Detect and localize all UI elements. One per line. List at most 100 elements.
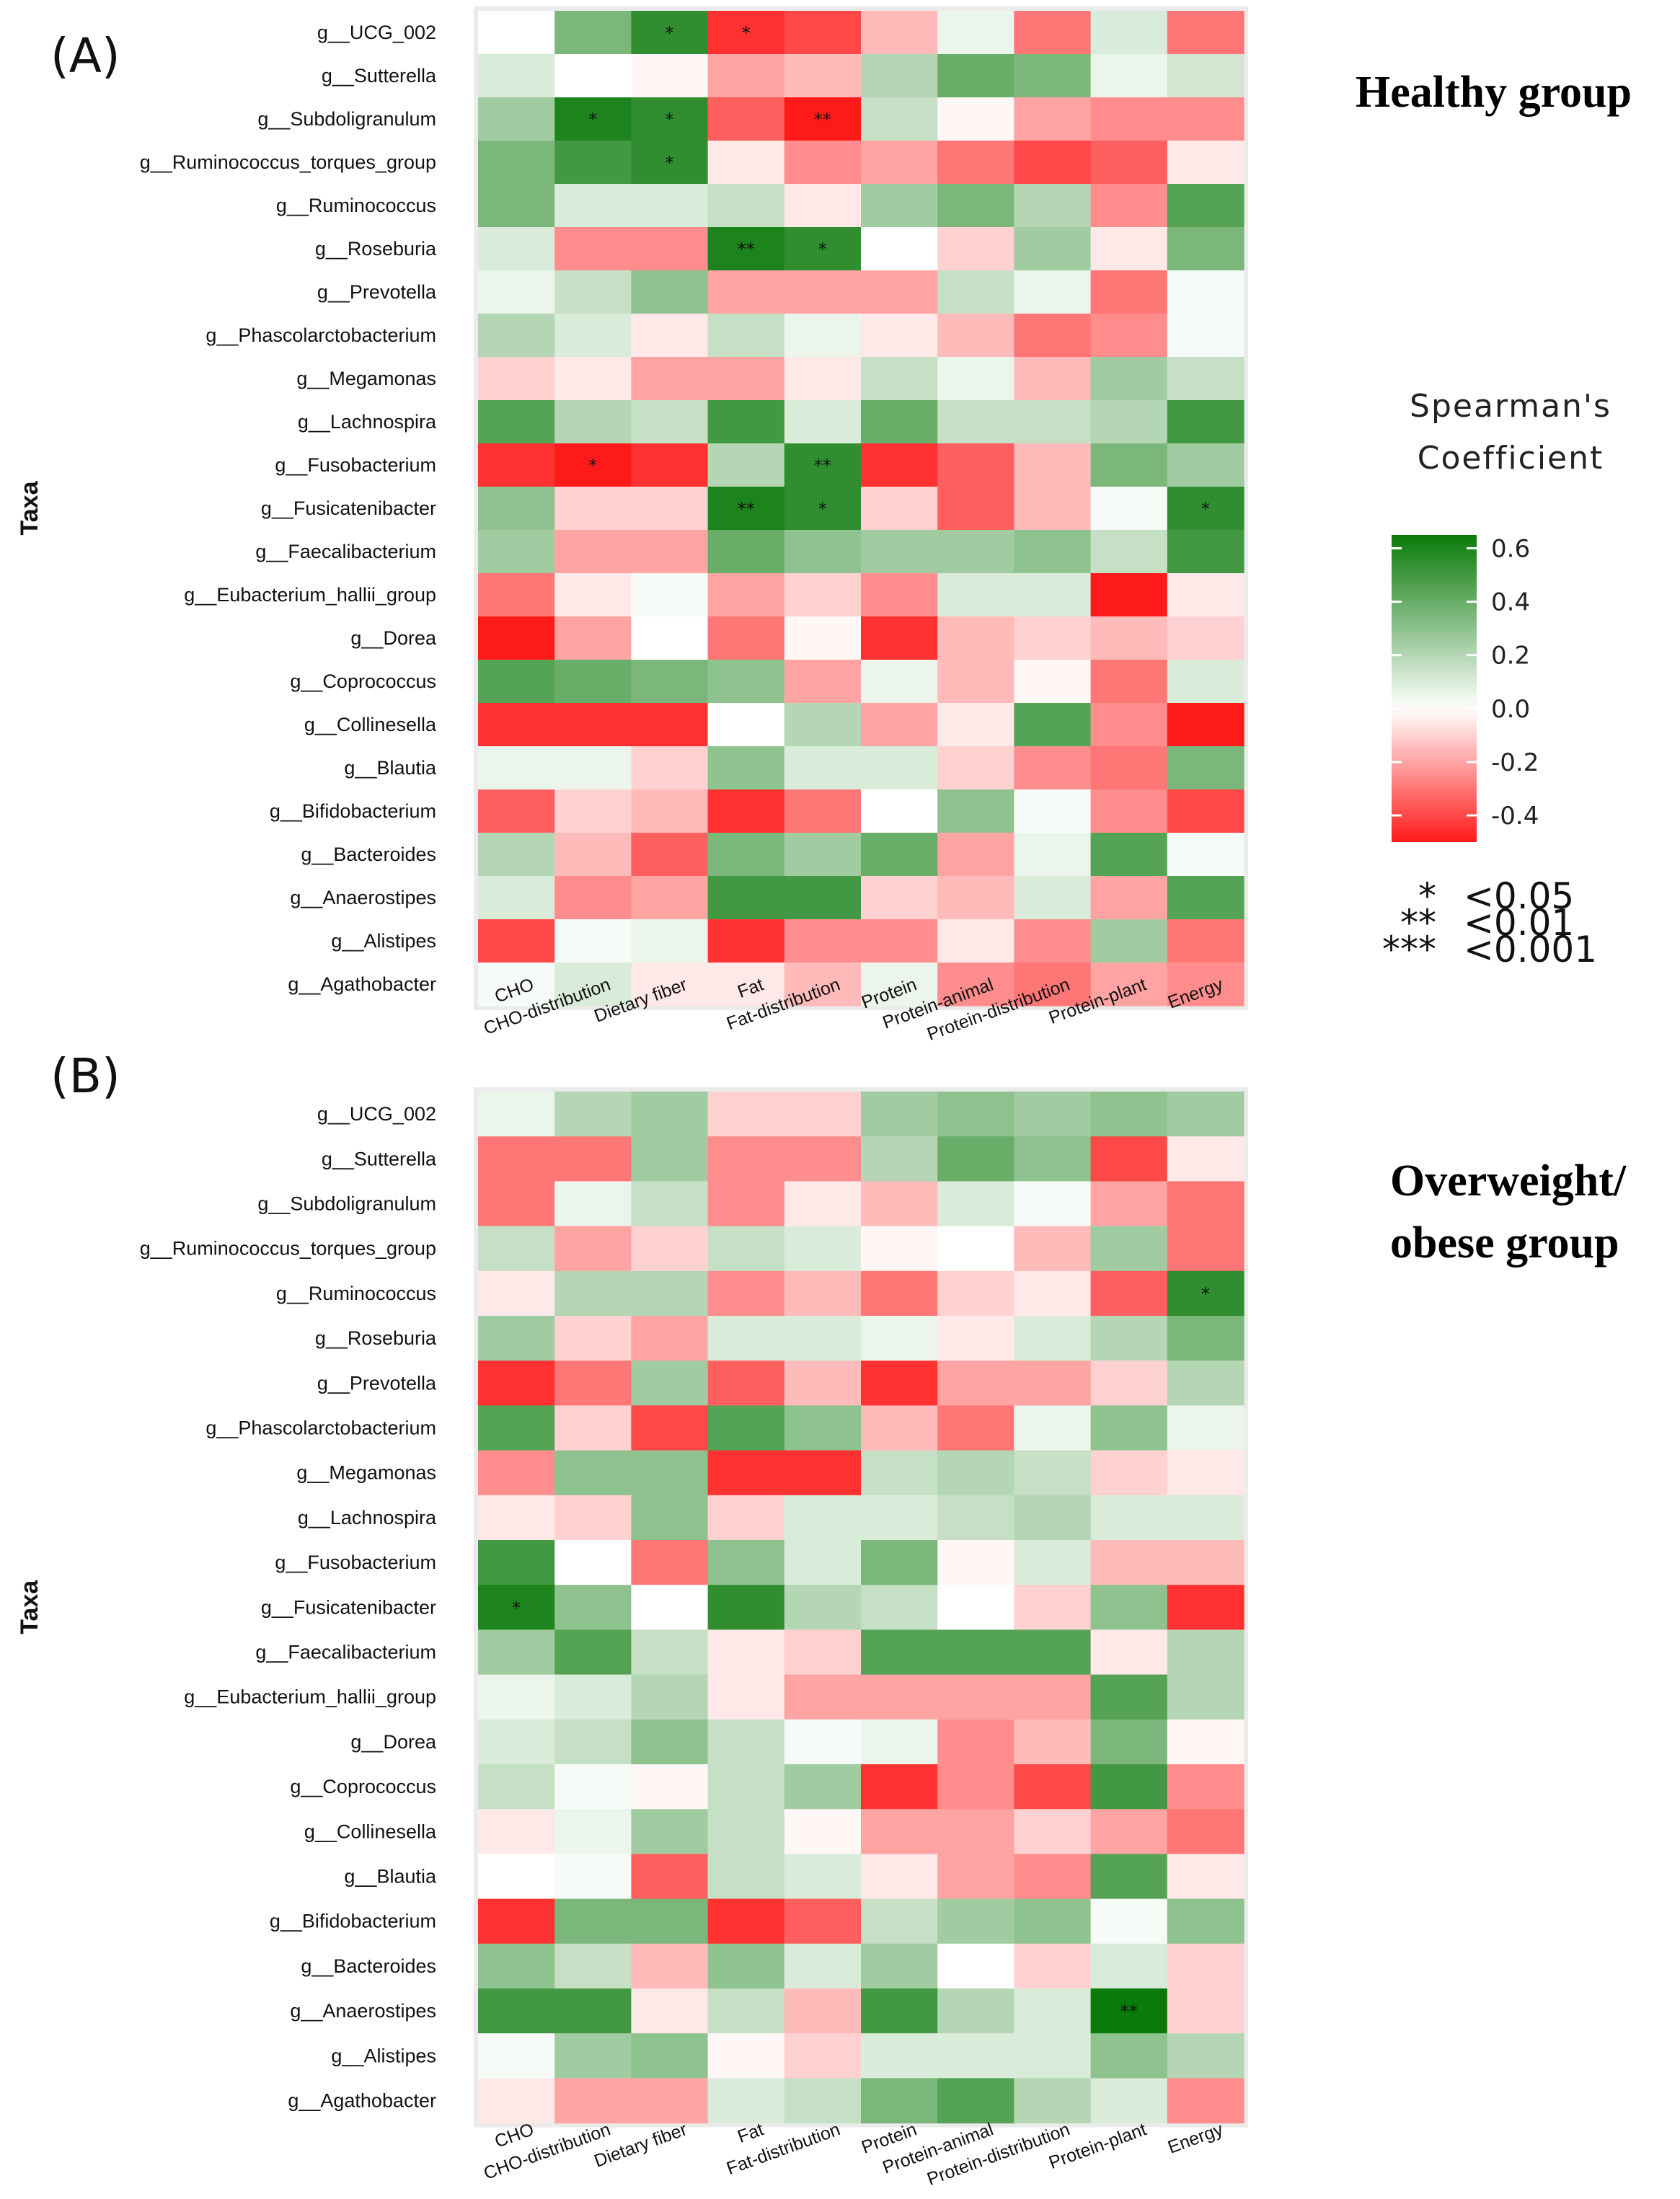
heatmap-cell: [631, 1181, 709, 1227]
y-axis-title: Taxa: [16, 480, 43, 535]
heatmap-cell: [1167, 314, 1244, 358]
heatmap-cell: [1167, 530, 1244, 574]
heatmap-cell: [1014, 141, 1092, 185]
heatmap-cell: [1167, 141, 1244, 185]
significance-key-threshold: <0.05: [1464, 875, 1574, 917]
heatmap-cell: [784, 1316, 862, 1361]
heatmap-cell: [707, 487, 785, 531]
heatmap-cell: [1090, 357, 1168, 401]
heatmap-cell: [1014, 1585, 1092, 1630]
heatmap-cell: [707, 2078, 785, 2124]
heatmap-cell: [478, 703, 555, 747]
heatmap-cell: [784, 1540, 862, 1585]
heatmap-cell: [1014, 1809, 1092, 1854]
heatmap-cell: [631, 1092, 709, 1137]
heatmap-cell: [707, 1898, 785, 1944]
row-label: g__Agathobacter: [288, 973, 436, 995]
row-label: g__Phascolarctobacterium: [205, 324, 436, 346]
heatmap-cell: [1090, 1450, 1168, 1496]
heatmap-cell: [1090, 141, 1168, 185]
heatmap-cell: [1014, 530, 1092, 574]
heatmap-cell: [937, 963, 1014, 1006]
heatmap-cell: [784, 1854, 862, 1900]
heatmap-cell: [1167, 1988, 1244, 2034]
heatmap-cell: [1090, 1092, 1168, 1137]
heatmap-cell: [784, 184, 862, 228]
heatmap-cell: [707, 1316, 785, 1361]
heatmap-cell: [1167, 97, 1244, 141]
heatmap-cell: [554, 1270, 632, 1317]
row-label: g__Alistipes: [331, 2045, 436, 2066]
heatmap-cell: [631, 963, 709, 1006]
heatmap-cell: [707, 703, 785, 747]
heatmap-cell: [1167, 1181, 1244, 1227]
heatmap-cell: [937, 270, 1014, 314]
significance-star: *: [1201, 499, 1210, 519]
heatmap-cell: [1014, 1719, 1092, 1765]
heatmap-cell: [937, 1809, 1014, 1854]
heatmap-cell: [1014, 314, 1092, 358]
heatmap-cell: [784, 487, 862, 531]
heatmap-cell: [1090, 184, 1168, 228]
heatmap-cell: [554, 1988, 632, 2034]
heatmap-cell: [478, 530, 555, 574]
heatmap-cell: [707, 1719, 785, 1765]
heatmap-cell: [861, 1809, 938, 1854]
heatmap-cell: [1167, 2033, 1244, 2079]
heatmap-cell: [631, 660, 709, 704]
heatmap-cell: [1167, 1898, 1244, 1944]
group-title-line: Overweight/: [1390, 1156, 1627, 1205]
heatmap-cell: [937, 530, 1014, 574]
heatmap-cell: [784, 227, 862, 271]
heatmap-cell: [861, 660, 938, 704]
heatmap-cell: [1090, 2078, 1168, 2124]
heatmap-cell: [631, 573, 709, 617]
heatmap-cell: [707, 1450, 785, 1496]
heatmap-cell: [631, 789, 709, 833]
heatmap-cell: [861, 54, 938, 98]
legend-tick-label: -0.2: [1491, 748, 1539, 777]
heatmap-cell: [631, 1495, 709, 1541]
heatmap-cell: [478, 2033, 555, 2079]
row-label: g__Coprococcus: [290, 671, 436, 692]
heatmap-cell: [478, 1092, 555, 1137]
heatmap-cell: [707, 357, 785, 401]
heatmap-cell: [937, 833, 1014, 877]
row-label: g__Agathobacter: [288, 2090, 436, 2112]
row-label: g__Blautia: [344, 1866, 437, 1888]
heatmap-cell: [937, 54, 1014, 98]
heatmap-cell: [1014, 1270, 1092, 1317]
heatmap-cell: [784, 314, 862, 358]
heatmap-cell: [554, 400, 632, 444]
heatmap-cell: [1014, 919, 1092, 963]
heatmap-cell: [478, 11, 555, 55]
heatmap-cell: [478, 2078, 555, 2124]
significance-key-threshold: <0.001: [1464, 929, 1597, 970]
heatmap-cell: [784, 833, 862, 877]
row-label: g__Roseburia: [315, 1327, 437, 1349]
row-label: g__Collinesella: [304, 714, 437, 735]
heatmap-cell: [784, 1674, 862, 1720]
heatmap-cell: [631, 833, 709, 877]
heatmap-cell: [1090, 530, 1168, 574]
heatmap-cell: [1090, 746, 1168, 790]
heatmap-cell: [707, 1226, 785, 1272]
heatmap-cell: [937, 357, 1014, 401]
heatmap-cell: [1090, 2033, 1168, 2079]
heatmap-cell: [784, 54, 862, 98]
heatmap-cell: [861, 746, 938, 790]
heatmap-cell: [478, 1450, 555, 1496]
heatmap-cell: [1014, 1943, 1092, 1989]
heatmap-cell: [1014, 1136, 1092, 1182]
heatmap-cell: [1014, 573, 1092, 617]
heatmap-cell: [554, 1764, 632, 1810]
heatmap-cell: [554, 746, 632, 790]
row-label: g__Megamonas: [296, 368, 436, 389]
heatmap-cell: [1167, 789, 1244, 833]
heatmap-cell: [861, 1764, 938, 1810]
heatmap-cell: [1167, 487, 1244, 531]
heatmap-cell: [631, 1854, 709, 1900]
significance-star: **: [814, 456, 831, 476]
heatmap-cell: [861, 97, 938, 141]
heatmap-panel-a: (A) * ** * ***** ** **** * *g__UCG_002g__Suttere…: [16, 6, 1632, 1045]
